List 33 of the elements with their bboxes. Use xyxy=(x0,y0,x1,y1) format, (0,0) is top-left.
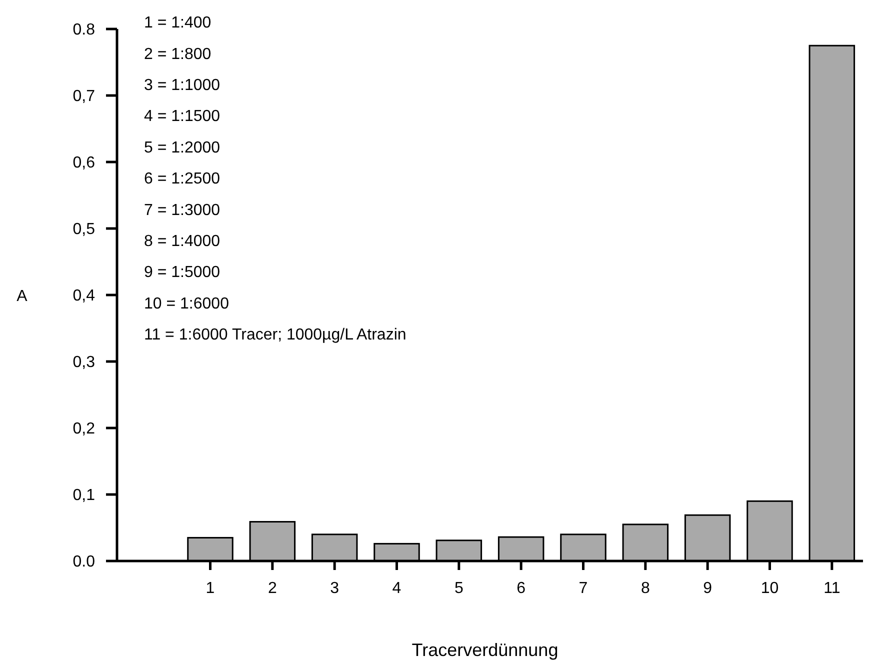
y-axis-title: A xyxy=(16,288,28,305)
x-tick-label: 1 xyxy=(206,580,215,597)
x-tick-label: 11 xyxy=(824,580,840,597)
annotation: 11 = 1:6000 Tracer; 1000µg/L Atrazin xyxy=(144,326,406,344)
x-tick-label: 2 xyxy=(268,580,277,597)
annotation: 8 = 1:4000 xyxy=(144,233,220,250)
y-tick-label: 0,4 xyxy=(72,288,96,305)
x-tick-label: 6 xyxy=(516,580,526,597)
x-axis-title: Tracerverdünnung xyxy=(412,640,558,660)
annotation: 10 = 1:6000 xyxy=(144,295,230,312)
x-tick-label: 8 xyxy=(640,580,650,597)
x-tick-label: 3 xyxy=(330,580,340,597)
x-tick-label: 9 xyxy=(703,580,712,597)
x-tick-label: 5 xyxy=(454,580,464,597)
y-tick-label: 0,6 xyxy=(72,154,96,172)
y-tick-label: 0.0 xyxy=(72,554,96,571)
x-tick-label: 10 xyxy=(760,580,779,597)
annotation: 9 = 1:5000 xyxy=(144,264,220,282)
y-tick-label: 0,3 xyxy=(72,354,96,372)
annotation: 2 = 1:800 xyxy=(144,46,212,63)
annotation: 3 = 1:1000 xyxy=(144,77,220,94)
y-tick-label: 0,1 xyxy=(72,487,96,504)
y-tick-label: 0.8 xyxy=(72,22,96,39)
y-tick-label: 0,5 xyxy=(72,221,96,238)
annotation: 7 = 1:3000 xyxy=(144,202,220,219)
y-tick-label: 0,7 xyxy=(72,88,96,106)
annotation: 6 = 1:2500 xyxy=(144,170,220,188)
annotation: 5 = 1:2000 xyxy=(144,139,220,156)
x-tick-label: 4 xyxy=(392,580,402,597)
x-tick-label: 7 xyxy=(578,580,588,597)
annotation: 1 = 1:400 xyxy=(144,14,212,32)
y-tick-label: 0,2 xyxy=(72,420,96,438)
annotation: 4 = 1:1500 xyxy=(144,108,220,126)
